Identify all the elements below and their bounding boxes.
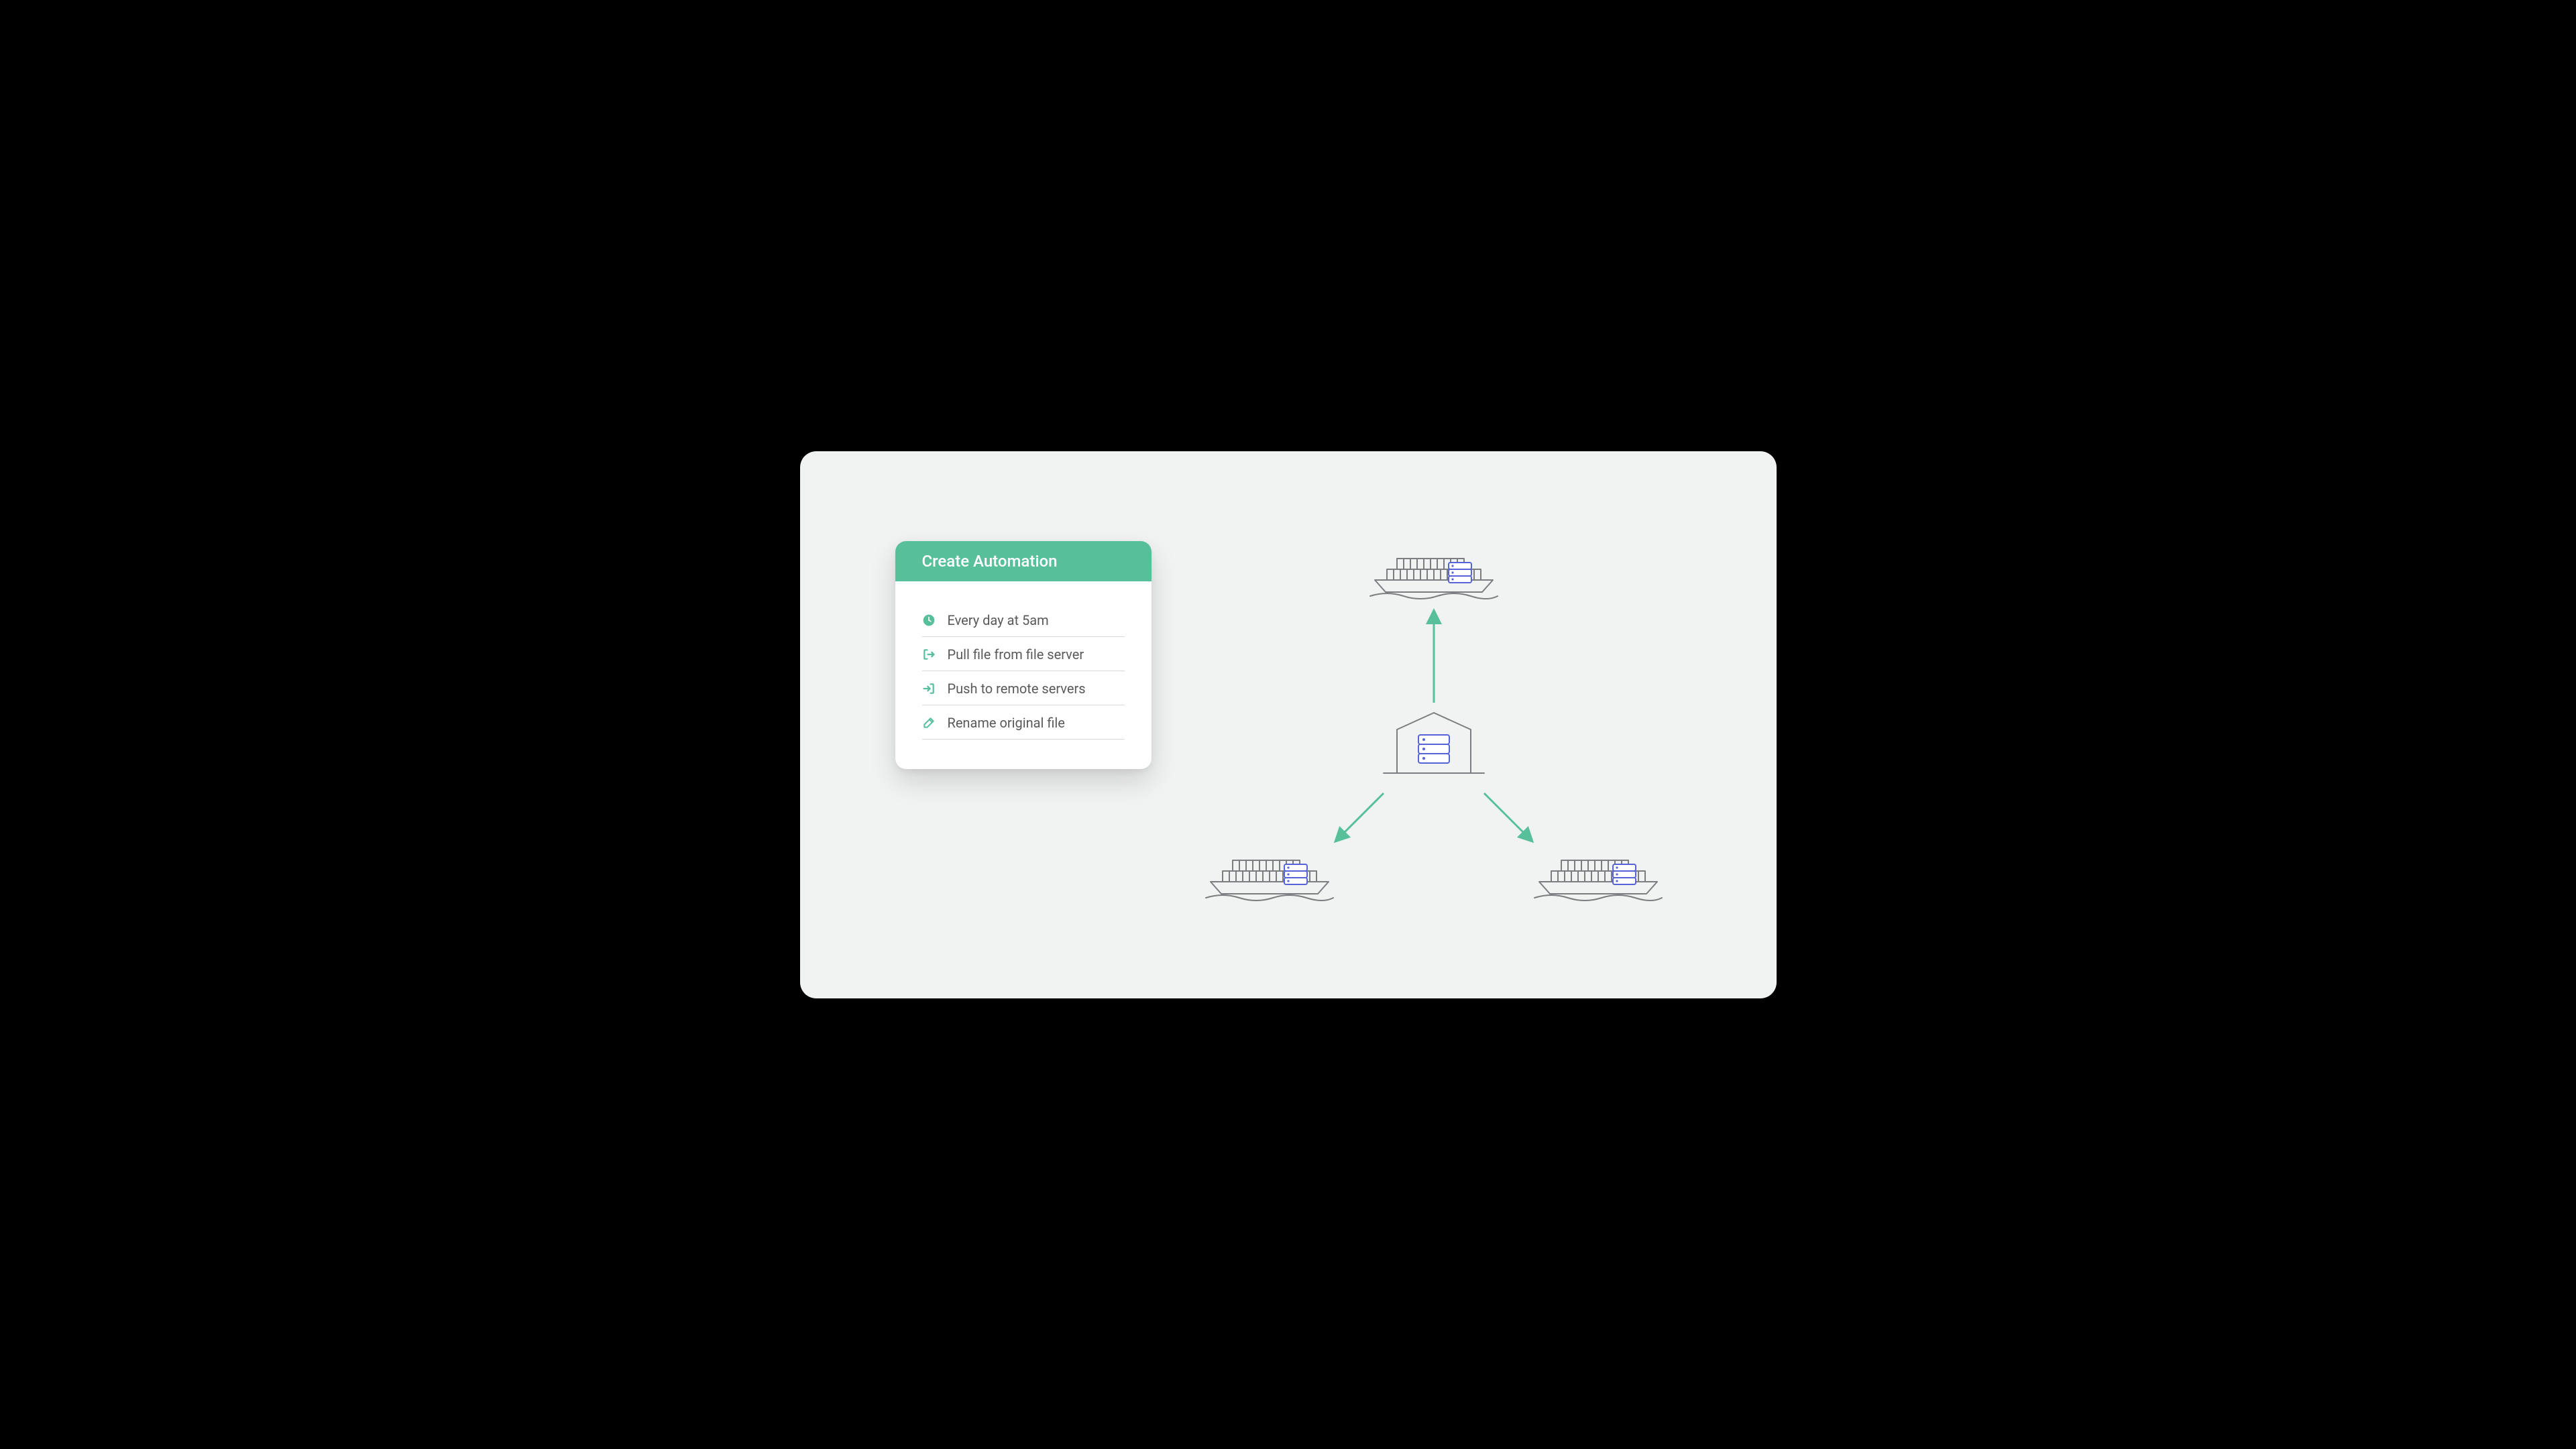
ship-node-bottom-left bbox=[1202, 854, 1337, 907]
clock-icon bbox=[922, 614, 936, 627]
step-label: Pull file from file server bbox=[948, 646, 1084, 662]
step-label: Push to remote servers bbox=[948, 681, 1086, 697]
step-schedule: Every day at 5am bbox=[922, 603, 1125, 637]
card-header: Create Automation bbox=[895, 541, 1152, 581]
step-push: Push to remote servers bbox=[922, 671, 1125, 705]
step-pull: Pull file from file server bbox=[922, 637, 1125, 671]
ship-node-bottom-right bbox=[1531, 854, 1665, 907]
canvas: Create Automation Every day at 5am bbox=[800, 451, 1777, 998]
arrow-down-left bbox=[1337, 793, 1384, 840]
card-title: Create Automation bbox=[922, 552, 1058, 571]
distribution-diagram bbox=[1176, 532, 1699, 934]
create-automation-card: Create Automation Every day at 5am bbox=[895, 541, 1152, 769]
card-body: Every day at 5am Pull file from file ser… bbox=[895, 581, 1152, 769]
ship-node-top bbox=[1367, 552, 1501, 605]
arrow-down-right bbox=[1484, 793, 1531, 840]
step-label: Every day at 5am bbox=[948, 612, 1049, 628]
warehouse-node bbox=[1377, 709, 1491, 776]
step-rename: Rename original file bbox=[922, 705, 1125, 740]
login-icon bbox=[922, 682, 936, 695]
edit-icon bbox=[922, 716, 936, 730]
logout-icon bbox=[922, 648, 936, 661]
step-label: Rename original file bbox=[948, 715, 1065, 731]
